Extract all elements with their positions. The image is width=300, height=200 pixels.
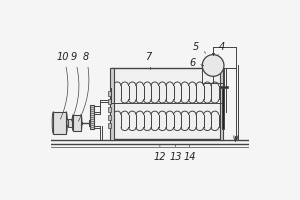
Circle shape (202, 55, 224, 76)
Text: 7: 7 (145, 52, 151, 70)
Bar (110, 68, 114, 140)
Text: 14: 14 (183, 145, 196, 162)
Ellipse shape (80, 115, 82, 131)
Bar (108, 115, 111, 120)
Text: 8: 8 (78, 52, 89, 121)
Bar (220, 86, 228, 88)
Bar (111, 68, 221, 139)
Ellipse shape (72, 119, 73, 127)
Bar (90, 105, 94, 129)
Bar (108, 99, 111, 104)
Ellipse shape (65, 112, 68, 134)
Bar (108, 91, 111, 96)
Bar (53, 112, 66, 134)
Text: 9: 9 (71, 52, 79, 121)
Bar (108, 123, 111, 128)
Bar (220, 68, 223, 140)
Ellipse shape (67, 119, 68, 127)
Ellipse shape (72, 115, 74, 131)
Bar (222, 87, 224, 129)
Text: 4: 4 (217, 42, 225, 56)
Text: 10: 10 (57, 52, 70, 119)
Bar (68, 119, 73, 127)
Text: 13: 13 (169, 145, 182, 162)
Text: 5: 5 (193, 42, 206, 53)
Bar (108, 107, 111, 112)
Ellipse shape (52, 112, 55, 134)
Text: 6: 6 (189, 58, 202, 68)
Bar (73, 115, 81, 131)
Text: 12: 12 (154, 145, 166, 162)
